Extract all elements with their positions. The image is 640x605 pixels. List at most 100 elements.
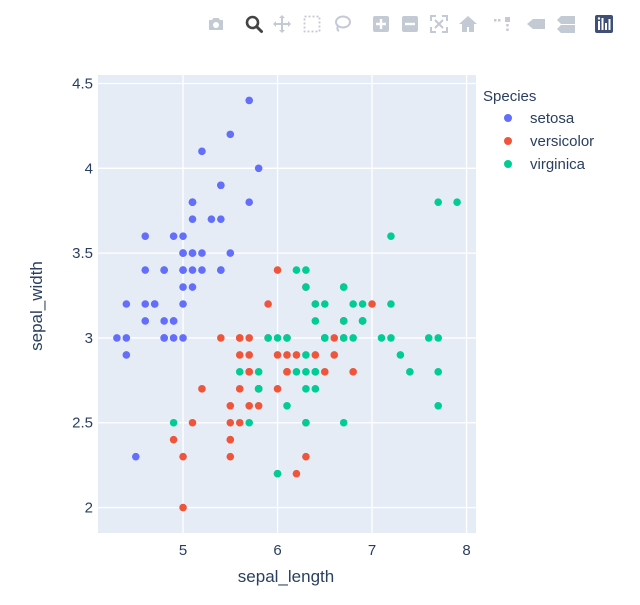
point-setosa[interactable]: setosa (5.7, 3.8) <box>245 198 253 207</box>
point-virginica[interactable]: virginica (7.7, 3.8) <box>434 198 443 207</box>
point-virginica[interactable]: virginica (6, 3) <box>273 334 282 342</box>
point-setosa[interactable]: setosa (5, 3.4) <box>179 266 187 274</box>
autoscale-icon[interactable] <box>427 10 451 38</box>
box-select-icon[interactable] <box>300 10 324 38</box>
point-setosa[interactable]: setosa (5.7, 4.4) <box>245 96 253 105</box>
point-virginica[interactable]: virginica (6.5, 3) <box>321 334 329 342</box>
point-versicolor[interactable]: versicolor (6.1, 2.8) <box>283 368 291 376</box>
point-setosa[interactable]: setosa (5.4, 3.4) <box>217 266 225 274</box>
point-virginica[interactable]: virginica (7.9, 3.8) <box>453 198 461 207</box>
point-virginica[interactable]: virginica (7.7, 2.6) <box>434 401 443 410</box>
point-versicolor[interactable]: versicolor (4.9, 2.4) <box>169 435 178 444</box>
point-versicolor[interactable]: versicolor (6, 2.9) <box>273 351 282 359</box>
point-versicolor[interactable]: versicolor (6.3, 2.3) <box>302 452 310 461</box>
point-virginica[interactable]: virginica (7.7, 3) <box>434 334 443 342</box>
point-virginica[interactable]: virginica (6.8, 3) <box>349 334 357 342</box>
point-virginica[interactable]: virginica (5.8, 2.8) <box>254 368 263 376</box>
point-setosa[interactable]: setosa (5.1, 3.7) <box>188 215 197 223</box>
point-setosa[interactable]: setosa (5, 3.6) <box>179 232 187 240</box>
point-virginica[interactable]: virginica (6.2, 3.4) <box>292 266 301 274</box>
point-setosa[interactable]: setosa (5.2, 3.5) <box>198 249 206 257</box>
plot-area[interactable] <box>98 75 476 533</box>
point-setosa[interactable]: setosa (5.8, 4) <box>254 164 263 173</box>
point-virginica[interactable]: virginica (7.6, 3) <box>424 334 433 342</box>
point-versicolor[interactable]: versicolor (5.7, 2.6) <box>245 401 253 410</box>
point-versicolor[interactable]: versicolor (5.6, 2.5) <box>235 418 244 427</box>
plotly-logo-icon[interactable] <box>592 10 616 38</box>
point-versicolor[interactable]: versicolor (5, 2) <box>179 503 187 512</box>
point-versicolor[interactable]: versicolor (5.5, 2.6) <box>226 401 235 410</box>
point-versicolor[interactable]: versicolor (5.6, 2.9) <box>235 351 244 359</box>
point-versicolor[interactable]: versicolor (5.8, 2.6) <box>254 401 263 410</box>
point-setosa[interactable]: setosa (5.1, 3.8) <box>188 198 197 207</box>
point-setosa[interactable]: setosa (4.8, 3) <box>160 334 168 342</box>
point-setosa[interactable]: setosa (5.5, 3.5) <box>226 249 235 257</box>
point-virginica[interactable]: virginica (6.7, 3.3) <box>339 283 348 291</box>
point-virginica[interactable]: virginica (7.2, 3.2) <box>387 300 395 308</box>
point-setosa[interactable]: setosa (5.2, 4.1) <box>198 147 206 156</box>
point-virginica[interactable]: virginica (7.4, 2.8) <box>406 368 414 376</box>
point-versicolor[interactable]: versicolor (6.6, 3) <box>330 334 339 342</box>
point-setosa[interactable]: setosa (4.6, 3.1) <box>141 317 150 325</box>
point-setosa[interactable]: setosa (5.2, 3.4) <box>198 266 206 274</box>
point-virginica[interactable]: virginica (7.3, 2.9) <box>396 351 405 359</box>
point-virginica[interactable]: virginica (5.6, 2.8) <box>235 368 244 376</box>
point-setosa[interactable]: setosa (5.1, 3.5) <box>188 249 197 257</box>
point-versicolor[interactable]: versicolor (6.5, 2.8) <box>321 368 329 376</box>
point-virginica[interactable]: virginica (6.1, 3) <box>283 334 291 342</box>
point-versicolor[interactable]: versicolor (6.8, 2.8) <box>349 368 357 376</box>
point-setosa[interactable]: setosa (4.9, 3.6) <box>169 232 178 240</box>
point-setosa[interactable]: setosa (4.6, 3.6) <box>141 232 150 240</box>
pan-icon[interactable] <box>270 10 294 38</box>
point-virginica[interactable]: virginica (6.3, 2.5) <box>302 418 310 427</box>
point-versicolor[interactable]: versicolor (5.6, 3) <box>235 334 244 342</box>
point-virginica[interactable]: virginica (6.7, 3.1) <box>339 317 348 325</box>
point-setosa[interactable]: setosa (5, 3) <box>179 334 187 342</box>
point-virginica[interactable]: virginica (6.4, 2.7) <box>311 385 320 393</box>
point-versicolor[interactable]: versicolor (6.2, 2.9) <box>292 351 301 359</box>
point-versicolor[interactable]: versicolor (6, 2.7) <box>273 385 282 393</box>
point-virginica[interactable]: virginica (5.8, 2.7) <box>254 385 263 393</box>
point-versicolor[interactable]: versicolor (7, 3.2) <box>368 300 376 308</box>
point-setosa[interactable]: setosa (4.6, 3.4) <box>141 266 150 274</box>
point-versicolor[interactable]: versicolor (5.7, 3) <box>245 334 253 342</box>
lasso-select-icon[interactable] <box>330 10 354 38</box>
point-setosa[interactable]: setosa (4.8, 3.1) <box>160 317 168 325</box>
point-virginica[interactable]: virginica (6.9, 3.2) <box>358 300 367 308</box>
point-versicolor[interactable]: versicolor (5.5, 2.3) <box>226 452 235 461</box>
point-virginica[interactable]: virginica (5.9, 3) <box>264 334 272 342</box>
point-setosa[interactable]: setosa (4.4, 3.2) <box>122 300 131 308</box>
point-versicolor[interactable]: versicolor (5.7, 2.8) <box>245 368 253 376</box>
point-versicolor[interactable]: versicolor (5, 2.3) <box>179 452 187 461</box>
zoom-out-icon[interactable] <box>398 10 422 38</box>
point-virginica[interactable]: virginica (6.1, 2.6) <box>283 401 291 410</box>
point-virginica[interactable]: virginica (6.4, 3.1) <box>311 317 320 325</box>
point-versicolor[interactable]: versicolor (6, 3.4) <box>273 266 282 274</box>
point-setosa[interactable]: setosa (5, 3.5) <box>179 249 187 257</box>
spike-lines-icon[interactable] <box>490 10 514 38</box>
point-virginica[interactable]: virginica (6.2, 2.8) <box>292 368 301 376</box>
point-versicolor[interactable]: versicolor (5.9, 3.2) <box>264 300 272 308</box>
point-setosa[interactable]: setosa (4.9, 3.1) <box>169 317 178 325</box>
point-virginica[interactable]: virginica (6, 2.2) <box>273 469 282 478</box>
point-setosa[interactable]: setosa (5.1, 3.3) <box>188 283 197 291</box>
point-virginica[interactable]: virginica (6.8, 3.2) <box>349 300 357 308</box>
point-virginica[interactable]: virginica (7.2, 3) <box>387 334 395 342</box>
point-virginica[interactable]: virginica (6.3, 2.8) <box>302 368 310 376</box>
point-virginica[interactable]: virginica (6.4, 3.2) <box>311 300 320 308</box>
hover-closest-icon[interactable] <box>524 10 548 38</box>
legend-item-setosa[interactable]: setosa <box>504 110 575 127</box>
point-virginica[interactable]: virginica (7.7, 2.8) <box>434 368 443 376</box>
point-versicolor[interactable]: versicolor (5.5, 2.5) <box>226 418 235 427</box>
point-setosa[interactable]: setosa (5, 3.2) <box>179 300 187 308</box>
point-virginica[interactable]: virginica (7.1, 3) <box>377 334 386 342</box>
point-versicolor[interactable]: versicolor (6.1, 2.9) <box>283 351 291 359</box>
point-setosa[interactable]: setosa (5.4, 3.7) <box>217 215 225 223</box>
zoom-icon[interactable] <box>242 10 266 38</box>
point-setosa[interactable]: setosa (5.4, 3.9) <box>217 181 225 190</box>
camera-icon[interactable] <box>204 10 228 38</box>
zoom-in-icon[interactable] <box>369 10 393 38</box>
point-setosa[interactable]: setosa (5, 3.3) <box>179 283 187 291</box>
point-virginica[interactable]: virginica (6.4, 2.8) <box>311 368 320 376</box>
reset-axes-icon[interactable] <box>456 10 480 38</box>
